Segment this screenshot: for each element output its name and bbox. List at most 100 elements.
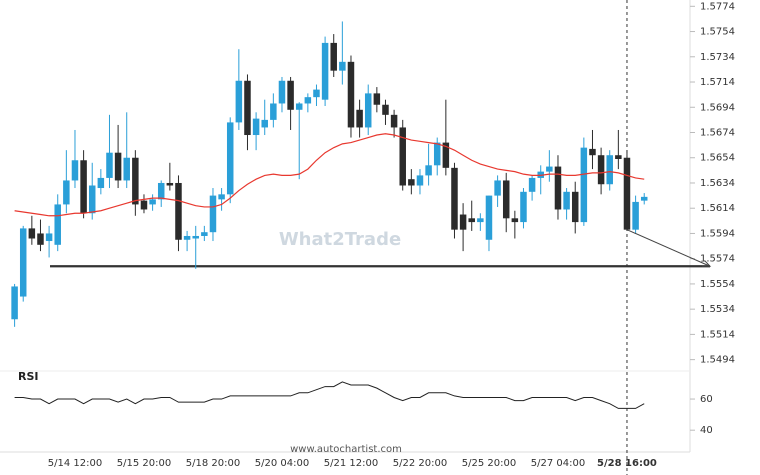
candle-body <box>313 89 320 98</box>
candle-body <box>554 166 562 210</box>
y-tick-label: 60 <box>700 394 713 405</box>
x-tick-label: 5/20 04:00 <box>255 458 309 469</box>
candle-body <box>37 233 44 245</box>
candle-body <box>597 155 605 185</box>
candle-body <box>615 155 622 159</box>
candle-body <box>54 204 61 245</box>
y-tick-label: 1.5514 <box>700 329 735 340</box>
candle-body <box>502 180 510 219</box>
candle-body <box>157 182 165 200</box>
y-tick-label: 1.5534 <box>700 304 735 315</box>
y-tick-label: 1.5574 <box>700 254 735 265</box>
candle-body <box>19 228 27 297</box>
y-tick-label: 1.5774 <box>700 1 735 12</box>
candle-body <box>537 171 544 178</box>
candle-body <box>295 103 303 110</box>
candle-body <box>451 167 458 230</box>
candle-body <box>511 218 519 223</box>
y-tick-label: 1.5734 <box>700 52 735 63</box>
candle-body <box>632 201 639 230</box>
source: www.autochartist.com <box>290 444 402 455</box>
candle-body <box>589 148 596 156</box>
candle-body <box>88 185 96 214</box>
candle-body <box>261 119 268 128</box>
x-tick-label: 5/27 04:00 <box>531 458 585 469</box>
candle-body <box>433 142 441 166</box>
y-tick-label: 40 <box>700 425 713 436</box>
y-tick-label: 1.5694 <box>700 102 735 113</box>
candle-body <box>63 180 70 205</box>
candle-body <box>270 103 277 120</box>
rsi-title: RSI <box>18 370 39 383</box>
candle-body <box>390 114 398 128</box>
arrow-head <box>701 260 712 267</box>
projection-arrow <box>626 229 711 267</box>
candle-body <box>477 218 484 223</box>
candle-body <box>209 195 217 233</box>
watermark: What2Trade <box>279 229 401 250</box>
x-tick-label: 5/18 20:00 <box>186 458 240 469</box>
candle-body <box>80 160 87 214</box>
candle-body <box>425 165 432 176</box>
rsi-line <box>14 381 645 409</box>
candle-body <box>106 152 113 178</box>
candle-body <box>528 177 536 192</box>
candle-body <box>28 228 36 239</box>
candle-body <box>580 147 588 223</box>
candle-body <box>183 235 191 240</box>
candle-body <box>364 93 372 128</box>
candle-body <box>218 194 225 200</box>
candle-body <box>623 157 631 230</box>
candle-body <box>347 61 355 128</box>
candle-body <box>287 80 294 110</box>
y-tick-label: 1.5594 <box>700 228 735 239</box>
candle-body <box>235 80 243 123</box>
candle-body <box>485 195 493 240</box>
y-tick-label: 1.5714 <box>700 77 735 88</box>
candle-body <box>640 196 648 201</box>
moving-average <box>14 133 645 217</box>
candle-body <box>339 61 346 71</box>
candle-body <box>252 118 260 136</box>
x-tick-label: 5/15 20:00 <box>117 458 171 469</box>
candle-body <box>304 97 312 104</box>
candle-body <box>192 235 199 239</box>
candle-body <box>416 175 424 186</box>
candle-body <box>11 286 18 320</box>
candle-body <box>459 214 467 230</box>
candle-body <box>140 200 148 210</box>
candle-body <box>114 152 122 181</box>
candle-body <box>175 182 182 240</box>
candle-body <box>166 182 174 186</box>
candle-body <box>442 142 450 168</box>
candle-body <box>373 93 381 105</box>
candle-body <box>244 80 251 136</box>
candle-body <box>123 157 130 181</box>
candle-body <box>201 232 208 236</box>
candle-body <box>356 109 363 128</box>
candle-body <box>546 166 553 172</box>
candle-body <box>226 122 234 195</box>
y-tick-label: 1.5614 <box>700 203 735 214</box>
x-tick-label: 5/14 12:00 <box>48 458 102 469</box>
candle-body <box>606 155 613 185</box>
candle-body <box>132 157 139 205</box>
candle-body <box>571 191 579 223</box>
x-tick-label: 5/21 12:00 <box>324 458 378 469</box>
candle-body <box>149 199 156 205</box>
y-tick-label: 1.5554 <box>700 279 735 290</box>
candle-body <box>382 104 389 115</box>
x-tick-label: 5/22 20:00 <box>393 458 447 469</box>
candle-body <box>71 160 79 181</box>
y-tick-label: 1.5494 <box>700 355 735 366</box>
candle-body <box>278 80 286 104</box>
y-tick-label: 1.5674 <box>700 128 735 139</box>
candle-body <box>45 233 53 242</box>
candle-body <box>399 127 406 186</box>
candle-body <box>494 180 501 196</box>
candle-body <box>97 177 105 189</box>
candle-body <box>330 42 337 71</box>
candle-body <box>408 179 415 186</box>
